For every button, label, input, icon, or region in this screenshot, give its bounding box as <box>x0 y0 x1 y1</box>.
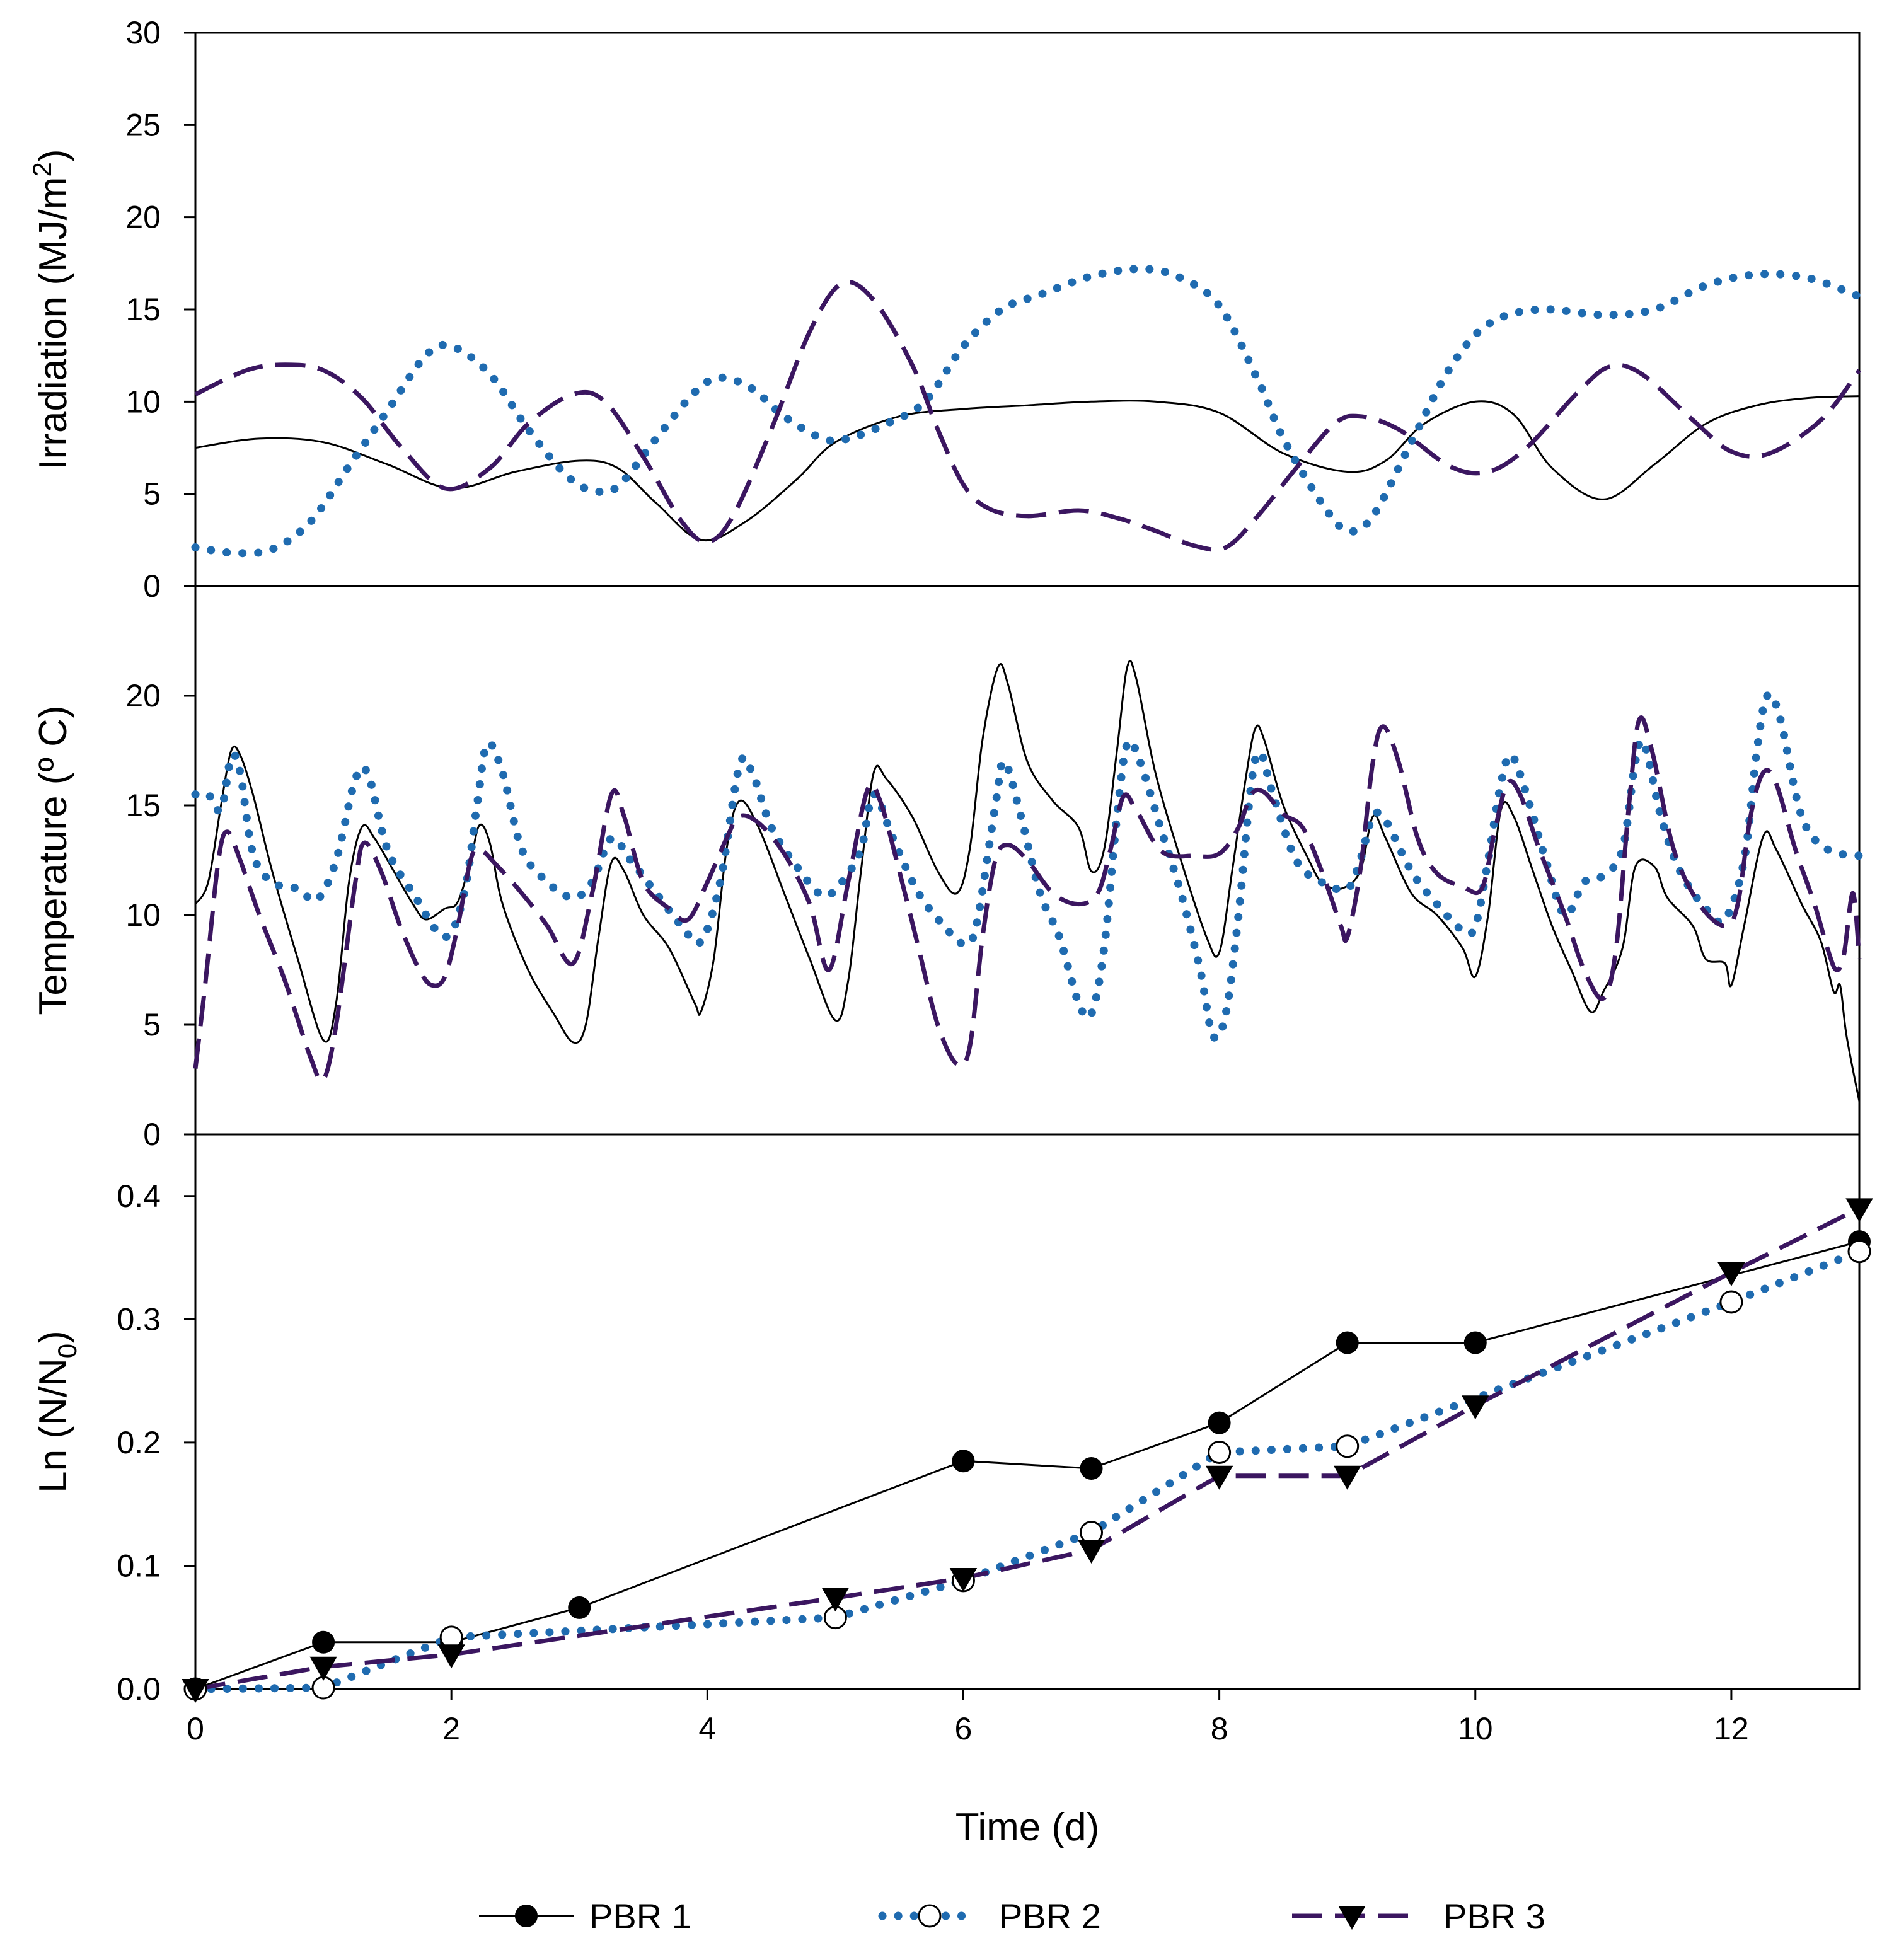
y-tick-label-temperature: 0 <box>143 1117 161 1152</box>
data-point-pbr3 <box>1333 1465 1361 1490</box>
legend-entry-pbr2: PBR 2 <box>878 1896 1101 1936</box>
y-title-main: Temperature (º C) <box>32 705 75 1015</box>
y-axis-title-temperature: Temperature (º C) <box>32 705 75 1015</box>
legend-entry-pbr3: PBR 3 <box>1292 1896 1545 1936</box>
data-point-pbr3 <box>309 1656 337 1681</box>
data-point-pbr1 <box>1336 1331 1359 1354</box>
data-point-pbr1 <box>1080 1456 1103 1480</box>
y-title-subscript: 0 <box>52 1344 82 1358</box>
x-tick-label: 2 <box>442 1711 460 1746</box>
data-point-pbr2 <box>1336 1434 1360 1458</box>
data-point-pbr3 <box>1077 1540 1106 1564</box>
legend-marker <box>1338 1906 1366 1930</box>
series-line-growth-pbr1 <box>195 1240 1860 1690</box>
data-point-pbr1 <box>312 1630 335 1654</box>
legend-label: PBR 2 <box>999 1896 1101 1936</box>
text-layer: 051015202530051015200.00.10.20.30.4Irrad… <box>27 15 1749 1849</box>
y-axis-title-irradiation: Irradiation (MJ/m2) <box>27 149 75 470</box>
series-line-irradiation-pbr3 <box>194 280 1861 552</box>
x-tick-label: 12 <box>1714 1711 1749 1746</box>
y-tick-label-irradiation: 5 <box>143 476 161 512</box>
legend-marker <box>515 1905 538 1927</box>
data-point-pbr3 <box>1462 1395 1489 1420</box>
y-title-superscript: 2 <box>27 162 57 176</box>
series-layer <box>182 265 1873 1703</box>
series-line-temperature-pbr1 <box>194 660 1861 1102</box>
panel-frame-growth <box>194 1133 1861 1690</box>
y-tick-label-temperature: 5 <box>143 1007 161 1042</box>
y-tick-label-irradiation: 10 <box>125 384 161 419</box>
data-point-pbr3 <box>1205 1465 1233 1490</box>
series-line-temperature-pbr2 <box>191 689 1864 1042</box>
axes-layer <box>184 32 1861 1700</box>
legend-marker <box>918 1904 942 1928</box>
y-tick-label-growth: 0.1 <box>117 1548 161 1583</box>
data-point-pbr3 <box>437 1644 465 1669</box>
y-tick-label-growth: 0.2 <box>117 1425 161 1460</box>
y-title-close: ) <box>32 149 75 162</box>
series-line-growth-pbr3 <box>195 1206 1861 1692</box>
data-point-pbr1 <box>1208 1411 1231 1434</box>
data-point-pbr3 <box>821 1588 850 1612</box>
x-tick-label: 0 <box>187 1711 204 1746</box>
y-tick-label-irradiation: 20 <box>125 200 161 235</box>
series-line-irradiation-pbr1 <box>195 395 1860 542</box>
y-tick-label-temperature: 10 <box>125 897 161 933</box>
series-line-irradiation-pbr2 <box>191 265 1864 558</box>
data-point-pbr1 <box>952 1450 975 1473</box>
y-tick-label-irradiation: 15 <box>125 292 161 327</box>
x-tick-label: 4 <box>698 1711 716 1746</box>
data-point-pbr2 <box>1719 1290 1743 1314</box>
y-tick-label-growth: 0.0 <box>117 1671 161 1707</box>
series-line-temperature-pbr3 <box>193 715 1862 1083</box>
legend-label: PBR 3 <box>1443 1896 1545 1936</box>
y-tick-label-growth: 0.3 <box>117 1301 161 1337</box>
y-tick-label-growth: 0.4 <box>117 1179 161 1214</box>
data-point-pbr1 <box>568 1596 591 1619</box>
data-point-pbr2 <box>1847 1240 1871 1264</box>
x-tick-label: 8 <box>1211 1711 1228 1746</box>
data-point-pbr3 <box>1845 1198 1873 1223</box>
y-title-close: ) <box>32 1330 75 1344</box>
x-axis-title: Time (d) <box>955 1806 1099 1849</box>
y-tick-label-temperature: 20 <box>125 678 161 713</box>
y-tick-label-irradiation: 25 <box>125 107 161 142</box>
panel-frame-temperature <box>194 585 1861 1136</box>
y-title-main: Ln (N/N <box>32 1358 75 1493</box>
panel-frame-irradiation <box>194 32 1861 587</box>
data-point-pbr3 <box>949 1568 978 1593</box>
y-title-main: Irradiation (MJ/m <box>32 176 75 470</box>
data-point-pbr3 <box>1717 1262 1745 1287</box>
y-axis-title-growth: Ln (N/N0) <box>32 1330 82 1493</box>
legend: PBR 1 PBR 2 PBR 3 <box>479 1896 1545 1936</box>
data-point-pbr3 <box>182 1679 209 1703</box>
series-line-growth-pbr2 <box>191 1247 1864 1693</box>
y-tick-label-temperature: 15 <box>125 788 161 823</box>
y-tick-label-irradiation: 30 <box>125 15 161 50</box>
data-point-pbr1 <box>1463 1331 1487 1354</box>
x-tick-label: 6 <box>955 1711 973 1746</box>
x-tick-label: 10 <box>1458 1711 1493 1746</box>
data-point-pbr2 <box>1208 1441 1232 1465</box>
y-tick-label-irradiation: 0 <box>143 568 161 604</box>
legend-entry-pbr1: PBR 1 <box>479 1896 691 1936</box>
legend-label: PBR 1 <box>589 1896 691 1936</box>
